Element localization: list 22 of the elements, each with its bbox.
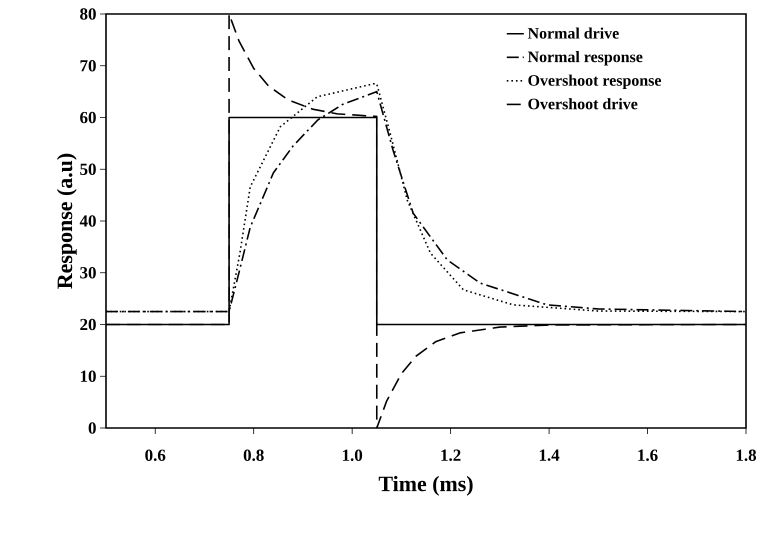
x-tick-label: 1.4	[540, 450, 560, 461]
legend-label: Overshoot response	[528, 74, 662, 90]
y-tick-label: 40	[80, 215, 96, 227]
y-tick-label: 70	[80, 60, 96, 72]
x-tick-label: 1.2	[441, 450, 460, 461]
legend-label: Normal drive	[528, 27, 619, 39]
x-tick-label: 1.8	[736, 450, 756, 462]
x-tick-label: 0.6	[145, 450, 166, 462]
y-tick-label: 20	[80, 318, 96, 330]
x-tick-label: 0.8	[244, 450, 264, 462]
y-tick-label: 10	[80, 370, 96, 382]
y-tick-label: 30	[80, 267, 96, 278]
y-tick-label: 80	[80, 8, 96, 20]
legend-label: Normal response	[528, 51, 642, 66]
y-tick-label: 50	[80, 164, 96, 175]
y-tick-label: 0	[88, 422, 96, 434]
x-tick-label: 1.0	[342, 450, 362, 462]
legend-label: Overshoot drive	[528, 98, 638, 110]
y-axis-title: Response (a.u)	[56, 154, 77, 289]
x-tick-label: 1.6	[638, 450, 658, 461]
y-tick-label: 60	[80, 112, 96, 124]
x-axis-title: Time (ms)	[378, 476, 473, 496]
